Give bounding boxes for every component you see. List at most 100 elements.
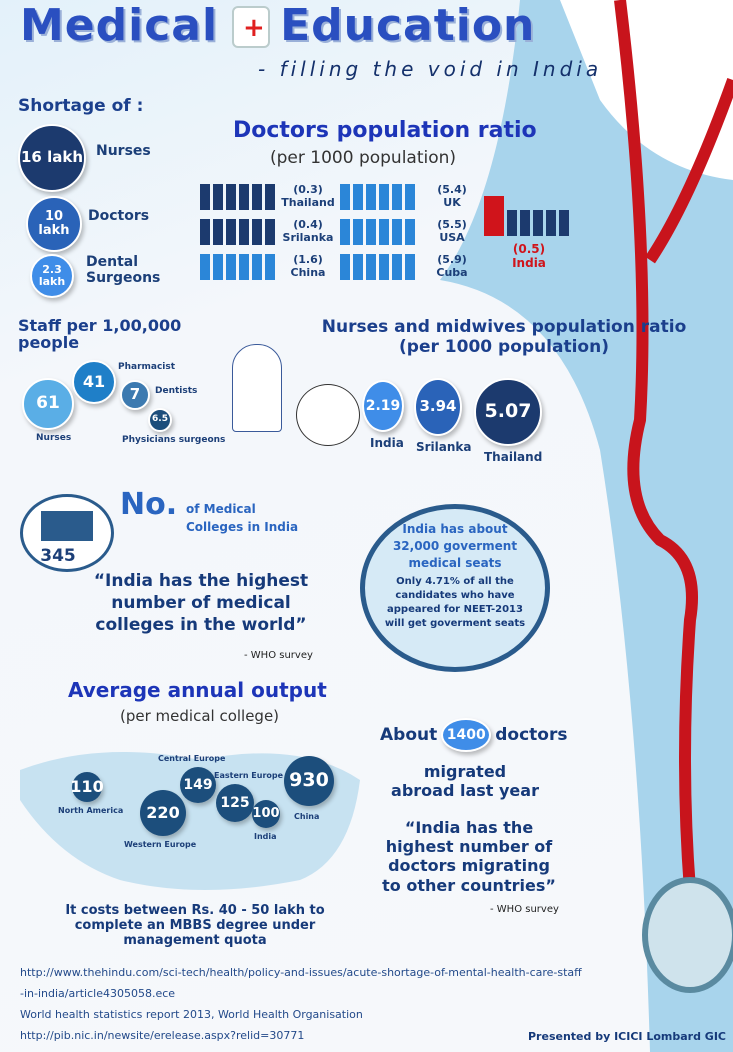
migration-pre: About (380, 725, 438, 745)
india-doctor-figure-icon (484, 196, 504, 236)
output-region-label: Western Europe (124, 840, 197, 849)
nurses-india-value: 2.19 (362, 380, 404, 432)
staff-dentists-label: Dentists (155, 386, 198, 396)
migration-value: 1400 (441, 718, 492, 752)
doctor-ratio-label: (0.3) Thailand (280, 183, 336, 209)
migration-quote-source: - WHO survey (490, 904, 559, 915)
ratio-value: (0.3) (293, 183, 323, 196)
india-pictogram-row (484, 196, 569, 236)
doctor-figure-icon (200, 219, 210, 245)
doctor-figure-icon (252, 254, 262, 280)
migration-quote: “India has the highest number of doctors… (382, 818, 556, 895)
nurses-thailand-value: 5.07 (474, 378, 542, 446)
doctor-ratio-label: (0.4) Srilanka (280, 218, 336, 244)
doctor-figure-icon (366, 184, 376, 210)
doctor-pictogram-row (340, 184, 415, 210)
doctor-pictogram-row (200, 254, 275, 280)
doctor-ratio-label: (1.6) China (280, 253, 336, 279)
ratio-value: (0.4) (293, 218, 323, 231)
colleges-count: 345 (40, 546, 76, 566)
doctor-figure-icon (533, 210, 543, 236)
colleges-label: of Medical Colleges in India (186, 502, 299, 534)
doctor-figure-icon (252, 184, 262, 210)
source-3: http://pib.nic.in/newsite/erelease.aspx?… (20, 1029, 305, 1042)
nurses-ratio-title-text: Nurses and midwives population ratio (321, 317, 687, 337)
output-bubble: 110 (70, 772, 104, 802)
doctor-pictogram-row (200, 184, 275, 210)
staff-nurses-label: Nurses (36, 433, 72, 443)
doctor-figure-icon (213, 184, 223, 210)
doctor-figure-icon (405, 184, 415, 210)
doctor-figure-icon (366, 254, 376, 280)
doctor-figure-icon (559, 210, 569, 236)
doctor-illustration (232, 344, 282, 432)
nurses-india-label: India (370, 436, 404, 450)
doctor-figure-icon (366, 219, 376, 245)
doctor-pictogram-row (340, 254, 415, 280)
doctor-figure-icon (507, 210, 517, 236)
source-2: World health statistics report 2013, Wor… (20, 1008, 363, 1021)
cost-note: It costs between Rs. 40 - 50 lakh to com… (65, 903, 325, 948)
output-bubble: 100 (252, 800, 280, 828)
output-title: Average annual output (68, 678, 327, 702)
doctor-ratio-label: (5.5) USA (424, 218, 480, 244)
shortage-nurses-value: 16 lakh (18, 124, 86, 192)
doctor-figure-icon (239, 219, 249, 245)
doctor-ratio-label: (5.4) UK (424, 183, 480, 209)
staff-physicians-value: 6.5 (148, 408, 172, 432)
nurses-ratio-title: Nurses and midwives population ratio (per… (284, 317, 724, 357)
doctor-figure-icon (353, 184, 363, 210)
doctor-figure-icon (213, 254, 223, 280)
doctors-ratio-subtitle: (per 1000 population) (270, 148, 457, 168)
ratio-value: (5.4) (437, 183, 467, 196)
seats-detail: Only 4.71% of all the candidates who hav… (384, 576, 526, 630)
seats-headline: India has about 32,000 goverment medical… (392, 522, 518, 570)
doctors-ratio-title: Doctors population ratio (233, 118, 537, 143)
shortage-dental-value: 2.3 lakh (30, 254, 74, 298)
doctor-figure-icon (379, 219, 389, 245)
doctor-figure-icon (379, 184, 389, 210)
doctor-pictogram-row (340, 219, 415, 245)
doctor-figure-icon (546, 210, 556, 236)
india-ratio-value: (0.5) (512, 242, 546, 256)
migration-detail: migrated abroad last year (391, 762, 539, 800)
doctor-figure-icon (405, 219, 415, 245)
doctor-figure-icon (239, 184, 249, 210)
doctor-figure-icon (392, 219, 402, 245)
colleges-big-label: No. (120, 487, 178, 522)
staff-pharmacist-label: Pharmacist (118, 362, 176, 372)
output-bubble: 220 (140, 790, 186, 836)
doctor-pictogram-row (200, 219, 275, 245)
doctor-figure-icon (520, 210, 530, 236)
doctors-ratio-india: (0.5) India (484, 242, 574, 271)
shortage-heading: Shortage of : (18, 96, 144, 116)
output-bubble: 149 (180, 767, 216, 803)
doctor-figure-icon (213, 219, 223, 245)
doctor-figure-icon (340, 254, 350, 280)
doctor-figure-icon (200, 184, 210, 210)
presented-by: Presented by ICICI Lombard GIC (528, 1030, 726, 1043)
seats-callout: India has about 32,000 goverment medical… (360, 504, 550, 672)
doctor-figure-icon (405, 254, 415, 280)
ratio-value: (1.6) (293, 253, 323, 266)
world-map (20, 752, 360, 890)
nurse-illustration (296, 384, 360, 446)
doctor-figure-icon (353, 254, 363, 280)
ratio-country: Srilanka (282, 231, 334, 245)
doctor-figure-icon (226, 254, 236, 280)
medicine-bottle-icon (232, 6, 270, 48)
output-region-label: China (294, 812, 320, 821)
ratio-country: USA (439, 231, 465, 245)
doctor-figure-icon (265, 184, 275, 210)
doctor-figure-icon (200, 254, 210, 280)
page-title: Medical Education (20, 0, 536, 51)
doctor-figure-icon (392, 184, 402, 210)
sources-list: http://www.thehindu.com/sci-tech/health/… (20, 962, 582, 1046)
nurses-srilanka-label: Srilanka (416, 440, 472, 454)
doctor-ratio-label: (5.9) Cuba (424, 253, 480, 279)
doctor-figure-icon (340, 219, 350, 245)
source-1: http://www.thehindu.com/sci-tech/health/… (20, 966, 582, 979)
doctor-figure-icon (265, 219, 275, 245)
nurses-ratio-subtitle: (per 1000 population) (399, 336, 609, 357)
